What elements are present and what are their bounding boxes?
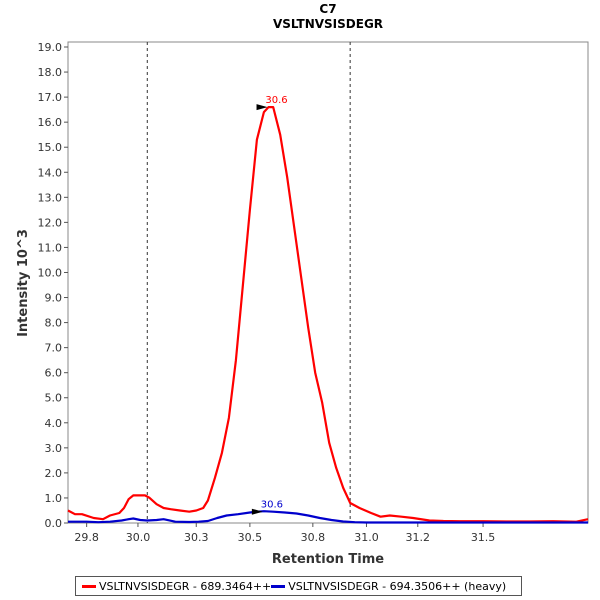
x-tick-label: 29.8 bbox=[74, 531, 99, 544]
y-tick-label: 16.0 bbox=[38, 116, 63, 129]
y-axis-title: Intensity 10^3 bbox=[16, 229, 31, 337]
y-tick-label: 14.0 bbox=[38, 166, 63, 179]
legend-label-heavy: VSLTNVSISDEGR - 694.3506++ (heavy) bbox=[288, 579, 507, 593]
y-tick-label: 2.0 bbox=[45, 467, 63, 480]
y-tick-label: 13.0 bbox=[38, 191, 63, 204]
plot-border bbox=[67, 41, 589, 524]
x-tick-label: 31.5 bbox=[471, 531, 496, 544]
y-tick-label: 1.0 bbox=[45, 492, 63, 505]
peak-marker-0 bbox=[256, 104, 268, 111]
legend-swatch-red bbox=[82, 584, 96, 588]
y-tick-label: 4.0 bbox=[45, 417, 63, 430]
y-tick-label: 12.0 bbox=[38, 216, 63, 229]
y-tick-label: 7.0 bbox=[45, 342, 63, 355]
y-tick-label: 10.0 bbox=[38, 266, 63, 279]
x-tick-label: 30.8 bbox=[301, 531, 326, 544]
x-tick-label: 30.5 bbox=[238, 531, 263, 544]
legend: VSLTNVSISDEGR - 689.3464++ VSLTNVSISDEGR… bbox=[75, 576, 522, 596]
plot-area: 0.0 1.0 2.0 3.0 4.0 5.0 6.0 7.0 8.0 9.0 10.0 11.0 12… bbox=[38, 41, 589, 544]
x-tick-label: 30.3 bbox=[184, 531, 209, 544]
x-tick-label: 31.2 bbox=[406, 531, 431, 544]
y-tick-label: 17.0 bbox=[38, 91, 63, 104]
y-tick-label: 19.0 bbox=[38, 41, 63, 54]
y-tick-label: 8.0 bbox=[45, 317, 63, 330]
chart-canvas: C7 VSLTNVSISDEGR Retention Time Intensit… bbox=[16, 2, 589, 567]
series-line-1 bbox=[68, 510, 588, 524]
peak-marker-1 bbox=[251, 508, 263, 515]
y-tick-label: 0.0 bbox=[45, 517, 63, 530]
legend-swatch-blue bbox=[271, 584, 286, 588]
x-tick-label: 30.0 bbox=[126, 531, 151, 544]
y-tick-label: 3.0 bbox=[45, 442, 63, 455]
peak-label-1: 30.6 bbox=[261, 500, 283, 511]
legend-item-heavy: VSLTNVSISDEGR - 694.3506++ (heavy) bbox=[271, 580, 506, 593]
series-line-0 bbox=[67, 105, 589, 523]
y-tick-label: 11.0 bbox=[38, 241, 63, 254]
y-tick-label: 5.0 bbox=[45, 392, 63, 405]
peak-label-0: 30.6 bbox=[265, 95, 287, 106]
chart-title: C7 bbox=[319, 2, 336, 16]
legend-label-light: VSLTNVSISDEGR - 689.3464++ bbox=[99, 579, 272, 593]
y-tick-label: 6.0 bbox=[45, 367, 63, 380]
y-tick-label: 9.0 bbox=[45, 292, 63, 305]
chart-subtitle: VSLTNVSISDEGR bbox=[273, 17, 383, 31]
legend-item-light: VSLTNVSISDEGR - 689.3464++ bbox=[82, 580, 271, 593]
y-tick-label: 15.0 bbox=[38, 141, 63, 154]
y-tick-label: 18.0 bbox=[38, 66, 63, 79]
x-tick-label: 31.0 bbox=[354, 531, 379, 544]
x-axis-title: Retention Time bbox=[272, 552, 384, 567]
